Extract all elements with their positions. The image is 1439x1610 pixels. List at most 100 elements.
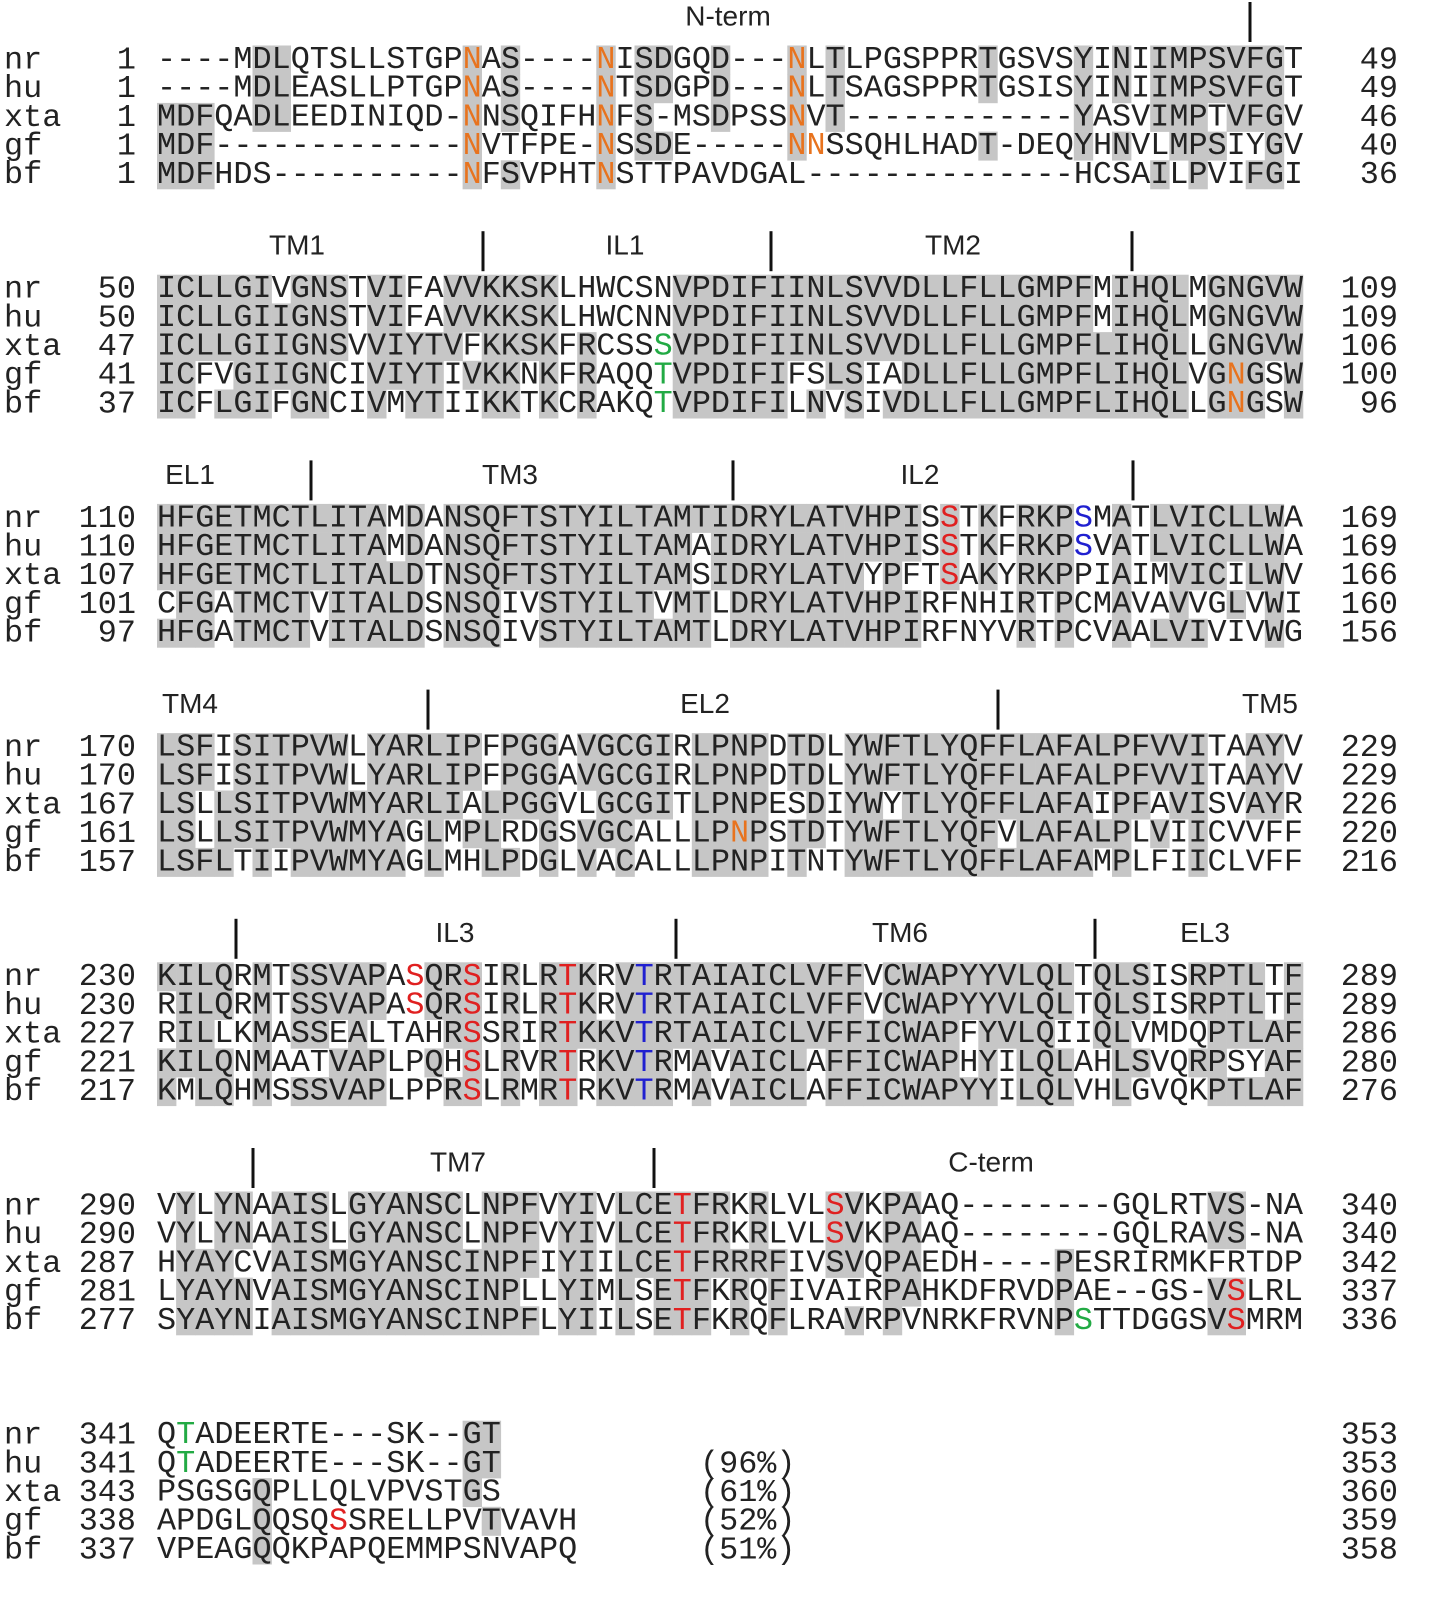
conserved-shading xyxy=(710,303,731,333)
conserved-shading xyxy=(787,1048,807,1078)
conserved-shading xyxy=(348,847,368,877)
conserved-shading xyxy=(539,761,559,791)
end-position: 46 xyxy=(1360,100,1398,136)
conserved-shading xyxy=(730,618,750,648)
conserved-shading xyxy=(1092,962,1113,992)
conserved-shading xyxy=(1035,332,1055,362)
end-position: 289 xyxy=(1341,959,1398,995)
residues: TTDGGSV xyxy=(1093,1303,1227,1339)
conserved-shading xyxy=(195,303,215,333)
conserved-shading xyxy=(1054,590,1075,619)
conserved-shading xyxy=(233,761,253,791)
conserved-shading xyxy=(1264,1048,1285,1078)
conserved-shading xyxy=(710,503,731,533)
conserved-shading xyxy=(1245,962,1266,992)
conserved-shading xyxy=(405,1220,425,1250)
conserved-shading xyxy=(806,790,826,820)
residues: MRM xyxy=(1246,1303,1303,1339)
sequence: LSLLSITPVWMYARLIALPGGVLGCGITLPNPESDIYWYT… xyxy=(157,787,1303,823)
conserved-shading xyxy=(443,790,463,820)
conserved-shading xyxy=(462,761,482,791)
conserved-shading xyxy=(1245,532,1266,562)
conserved-shading xyxy=(1016,532,1036,562)
conserved-shading xyxy=(978,733,998,763)
conserved-shading xyxy=(768,1019,788,1049)
conserved-shading xyxy=(1169,790,1189,820)
conserved-shading xyxy=(271,590,291,619)
conserved-shading xyxy=(328,790,349,820)
conserved-shading xyxy=(214,847,234,877)
residues: VPDIFIINLSVVDLLFLLGMPFLIHQLLGNGVW xyxy=(673,329,1304,365)
conserved-shading xyxy=(462,1019,482,1049)
start-position: 110 xyxy=(79,501,136,537)
conserved-shading xyxy=(462,561,482,591)
conserved-shading xyxy=(997,360,1017,390)
conserved-shading xyxy=(1035,389,1055,419)
conserved-shading xyxy=(252,1478,272,1508)
region-label: TM4 xyxy=(162,688,218,719)
conserved-shading xyxy=(997,790,1017,820)
conserved-shading xyxy=(195,160,215,190)
conserved-shading xyxy=(367,1248,387,1278)
conserved-shading xyxy=(730,303,750,333)
conserved-shading xyxy=(825,1191,845,1221)
conserved-shading xyxy=(749,503,769,533)
conserved-shading xyxy=(481,303,502,333)
region-label: TM5 xyxy=(1242,688,1298,719)
residues: KILQRMTSSVAPA xyxy=(157,959,406,995)
conserved-shading xyxy=(328,991,349,1020)
conserved-shading xyxy=(214,1277,234,1307)
conserved-shading xyxy=(176,1019,196,1049)
conserved-shading xyxy=(271,1248,291,1278)
residues: ICLLGIIGNSTVIFAVVKKSKLHWCNNVPDIFIINLSVVD… xyxy=(157,300,1304,336)
conserved-shading xyxy=(176,962,196,992)
conserved-shading xyxy=(558,532,578,562)
conserved-shading xyxy=(672,503,693,533)
conserved-shading xyxy=(1226,1277,1246,1307)
conserved-shading xyxy=(882,847,903,877)
conserved-shading xyxy=(768,532,788,562)
conserved-shading xyxy=(539,1077,559,1107)
conserved-shading xyxy=(462,1306,482,1336)
conserved-shading xyxy=(367,303,387,333)
conserved-shading xyxy=(367,1077,387,1107)
conserved-shading xyxy=(1264,74,1285,104)
conserved-shading xyxy=(1131,389,1151,419)
conserved-shading xyxy=(176,274,196,304)
sequence: RILQRMTSSVAPASQRSIRLRTKRVTRTAIAICLVFFVCW… xyxy=(157,988,1303,1024)
conserved-shading xyxy=(1016,360,1036,390)
sequence-name: nr xyxy=(4,501,42,537)
conserved-shading xyxy=(730,1048,750,1078)
sequence-name: bf xyxy=(4,845,42,881)
conserved-shading xyxy=(252,389,272,419)
conserved-shading xyxy=(940,761,960,791)
conserved-shading xyxy=(615,962,635,992)
conserved-shading xyxy=(672,360,693,390)
conserved-shading xyxy=(882,1191,903,1221)
highlighted-residue: T xyxy=(673,1275,692,1311)
residues: LRL xyxy=(1246,1275,1303,1311)
conserved-shading xyxy=(252,847,272,877)
sequence-name: bf xyxy=(4,157,42,193)
conserved-shading xyxy=(691,1077,712,1107)
conserved-shading xyxy=(959,790,979,820)
conserved-shading xyxy=(901,590,922,619)
conserved-shading xyxy=(1226,590,1246,619)
conserved-shading xyxy=(481,332,502,362)
conserved-shading xyxy=(596,590,616,619)
residues: VPEAGQQKPAPQEMMPSNVAPQ xyxy=(157,1532,577,1568)
conserved-shading xyxy=(1035,503,1055,533)
start-position: 337 xyxy=(79,1532,136,1568)
conserved-shading xyxy=(787,962,807,992)
conserved-shading xyxy=(405,561,425,591)
conserved-shading xyxy=(634,1191,654,1221)
conserved-shading xyxy=(157,503,177,533)
conserved-shading xyxy=(672,590,693,619)
conserved-shading xyxy=(691,1248,712,1278)
conserved-shading xyxy=(1054,1077,1075,1107)
conserved-shading xyxy=(596,561,616,591)
sequence-name: hu xyxy=(4,530,42,566)
conserved-shading xyxy=(1112,274,1132,304)
conserved-shading xyxy=(558,590,578,619)
conserved-shading xyxy=(195,618,215,648)
